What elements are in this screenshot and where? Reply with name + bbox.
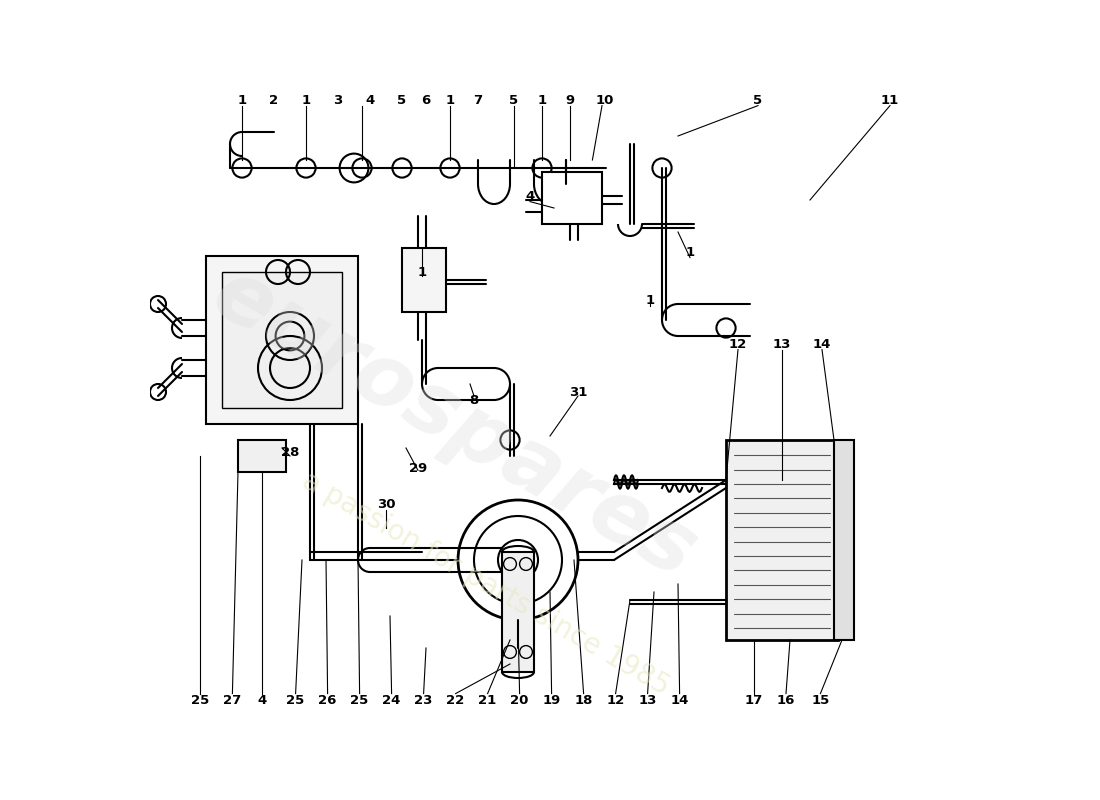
Text: 30: 30 — [376, 498, 395, 510]
Bar — [206, 256, 358, 424]
Text: 11: 11 — [881, 94, 899, 106]
Bar — [238, 440, 286, 472]
Text: 14: 14 — [813, 338, 832, 350]
Text: 29: 29 — [409, 462, 427, 474]
Text: 14: 14 — [670, 694, 689, 706]
Text: 25: 25 — [351, 694, 369, 706]
Text: 27: 27 — [223, 694, 242, 706]
Text: 21: 21 — [478, 694, 497, 706]
Text: 5: 5 — [397, 94, 407, 106]
Text: 1: 1 — [238, 94, 246, 106]
Bar — [222, 272, 342, 408]
Text: 25: 25 — [191, 694, 209, 706]
Text: 23: 23 — [415, 694, 432, 706]
Bar — [402, 248, 446, 312]
Text: 1: 1 — [446, 94, 454, 106]
Text: 31: 31 — [569, 386, 587, 398]
Text: 12: 12 — [606, 694, 625, 706]
Text: 1: 1 — [646, 294, 654, 306]
Text: 5: 5 — [754, 94, 762, 106]
Text: 22: 22 — [447, 694, 464, 706]
Text: 9: 9 — [565, 94, 574, 106]
Text: 5: 5 — [509, 94, 518, 106]
Text: 8: 8 — [470, 394, 478, 406]
Text: 1: 1 — [538, 94, 547, 106]
Text: 26: 26 — [318, 694, 337, 706]
Text: 28: 28 — [280, 446, 299, 458]
Text: 2: 2 — [270, 94, 278, 106]
Text: 16: 16 — [777, 694, 795, 706]
Text: 1: 1 — [301, 94, 310, 106]
Text: 4: 4 — [365, 94, 375, 106]
Text: 13: 13 — [773, 338, 791, 350]
Text: 1: 1 — [685, 246, 694, 258]
Text: 13: 13 — [638, 694, 657, 706]
Text: 1: 1 — [417, 266, 427, 278]
Text: 15: 15 — [812, 694, 829, 706]
Bar — [834, 440, 854, 640]
Text: 6: 6 — [421, 94, 430, 106]
Text: 4: 4 — [526, 190, 535, 202]
Text: 7: 7 — [473, 94, 483, 106]
Bar — [502, 552, 534, 672]
Text: 12: 12 — [729, 338, 747, 350]
Text: 3: 3 — [333, 94, 342, 106]
Text: 17: 17 — [745, 694, 763, 706]
Text: 10: 10 — [595, 94, 614, 106]
Text: 24: 24 — [383, 694, 400, 706]
Text: a passion for parts since 1985: a passion for parts since 1985 — [297, 467, 674, 701]
Text: 20: 20 — [510, 694, 529, 706]
Text: 19: 19 — [542, 694, 561, 706]
Text: eurospares: eurospares — [198, 252, 711, 596]
Text: 4: 4 — [257, 694, 266, 706]
Bar — [542, 172, 602, 224]
Text: 25: 25 — [286, 694, 305, 706]
Bar — [726, 440, 838, 640]
Text: 18: 18 — [574, 694, 593, 706]
